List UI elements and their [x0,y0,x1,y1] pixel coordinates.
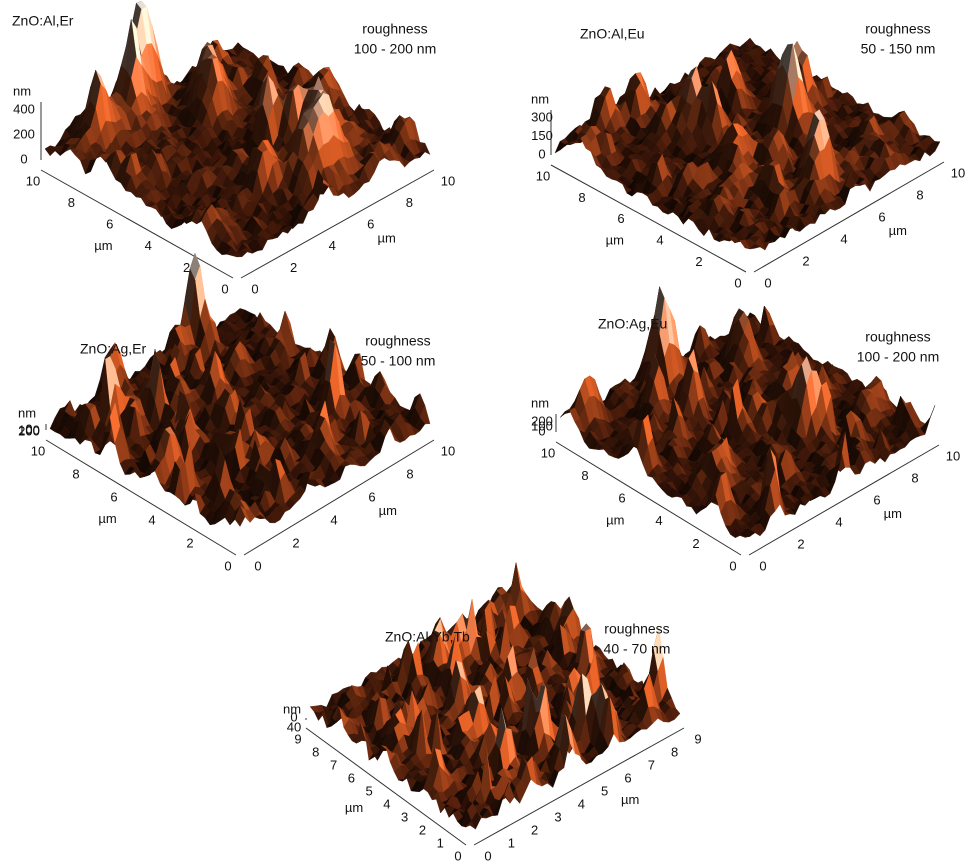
left-tick-label: 2 [695,254,702,269]
z-tick-label: 300 [531,109,553,124]
right-tick-label: 0 [251,281,258,296]
left-axis-unit: µm [98,511,116,526]
left-tick-label: 6 [110,489,117,504]
roughness-range: 50 - 150 nm [861,41,936,57]
z-axis-unit: nm [13,83,31,98]
right-tick-label: 8 [406,466,413,481]
surface [50,253,430,526]
right-tick-label: 8 [406,195,413,210]
roughness-label: roughness [865,21,930,37]
left-tick-label: 8 [72,466,79,481]
right-tick-label: 8 [916,187,923,202]
z-tick-label: 0 [538,146,545,161]
roughness-range: 50 - 100 nm [361,353,436,369]
left-tick-label: 2 [183,260,190,275]
left-tick-label: 0 [224,558,231,573]
left-tick-label: 4 [656,233,663,248]
z-tick-label: 400 [13,101,35,116]
panel-title: ZnO:Al,Er [12,13,74,29]
z-tick-label: 0 [20,151,27,166]
left-tick-label: 10 [536,168,550,183]
left-tick-label: 4 [145,238,152,253]
left-tick-label: 10 [31,443,45,458]
right-axis-unit: µm [377,230,395,245]
right-tick-label: 10 [951,165,965,180]
left-tick-label: 6 [106,217,113,232]
z-tick-label: 200 [13,126,35,141]
right-tick-label: 2 [290,260,297,275]
right-tick-label: 10 [441,443,455,458]
left-tick-label: 0 [221,281,228,296]
panel-title: ZnO:Al,Eu [580,26,645,42]
right-tick-label: 6 [878,209,885,224]
left-tick-label: 4 [148,512,155,527]
figure: 10864200246810µmµmnm4002000ZnO:Al,Erroug… [0,0,979,865]
left-axis-unit: µm [94,238,112,253]
panel-title: ZnO:Ag,Er [80,341,146,357]
right-tick-label: 0 [254,558,261,573]
right-tick-label: 4 [840,231,847,246]
left-tick-label: 8 [68,195,75,210]
right-axis-unit: µm [889,223,907,238]
left-tick-label: 0 [734,275,741,290]
right-tick-label: 6 [367,217,374,232]
right-tick-label: 4 [330,512,337,527]
z-tick-label: 0 [25,421,32,436]
right-tick-label: 2 [802,253,809,268]
roughness-label: roughness [362,21,427,37]
z-tick-label: 150 [531,128,553,143]
right-tick-label: 10 [441,173,455,188]
right-tick-label: 2 [292,535,299,550]
right-axis-unit: µm [379,503,397,518]
left-tick-label: 6 [617,211,624,226]
left-tick-label: 8 [578,190,585,205]
right-tick-label: 6 [368,489,375,504]
roughness-label: roughness [365,333,430,349]
z-axis-unit: nm [531,91,549,106]
right-tick-label: 0 [764,275,771,290]
right-tick-label: 4 [329,238,336,253]
z-axis-unit: nm [18,405,36,420]
left-tick-label: 10 [26,173,40,188]
roughness-range: 100 - 200 nm [354,41,437,57]
left-axis-unit: µm [606,233,624,248]
left-tick-label: 2 [186,535,193,550]
